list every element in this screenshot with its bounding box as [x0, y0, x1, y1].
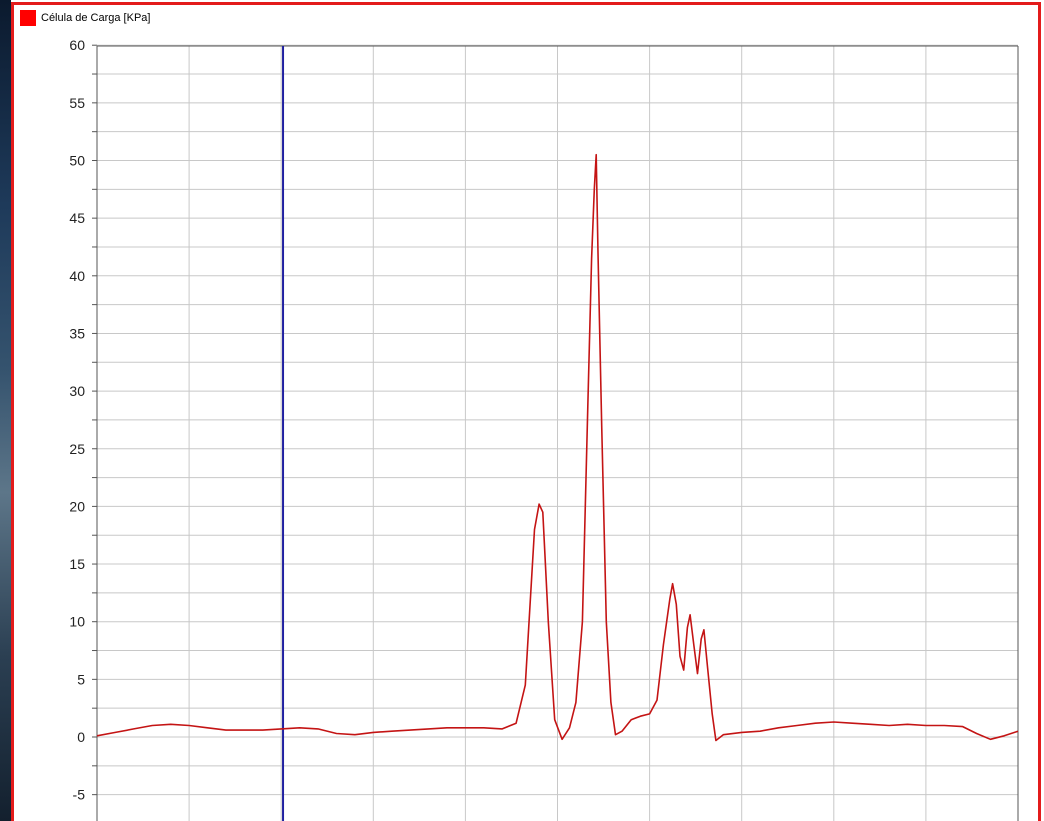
y-tick-label: 60	[69, 37, 85, 53]
legend: Célula de Carga [KPa]	[20, 8, 150, 28]
series-line	[96, 153, 1019, 742]
y-tick-label: 20	[69, 498, 85, 514]
series	[96, 153, 1019, 742]
y-tick-label: 15	[69, 556, 85, 572]
y-tick-label: 0	[77, 729, 85, 745]
y-tick-label: 40	[69, 268, 85, 284]
y-tick-label: 5	[77, 671, 85, 687]
grid	[97, 44, 1018, 821]
axes	[92, 44, 1019, 821]
y-tick-label: 55	[69, 95, 85, 111]
y-tick-label: 50	[69, 153, 85, 169]
y-tick-label: -5	[73, 787, 86, 803]
y-tick-label: 45	[69, 210, 85, 226]
y-tick-label: 10	[69, 614, 85, 630]
y-tick-label: 30	[69, 383, 85, 399]
background-window-strip	[0, 0, 11, 821]
legend-label: Célula de Carga [KPa]	[41, 12, 151, 24]
y-tick-label: 35	[69, 325, 85, 341]
y-tick-label: 25	[69, 441, 85, 457]
legend-swatch	[20, 10, 36, 26]
